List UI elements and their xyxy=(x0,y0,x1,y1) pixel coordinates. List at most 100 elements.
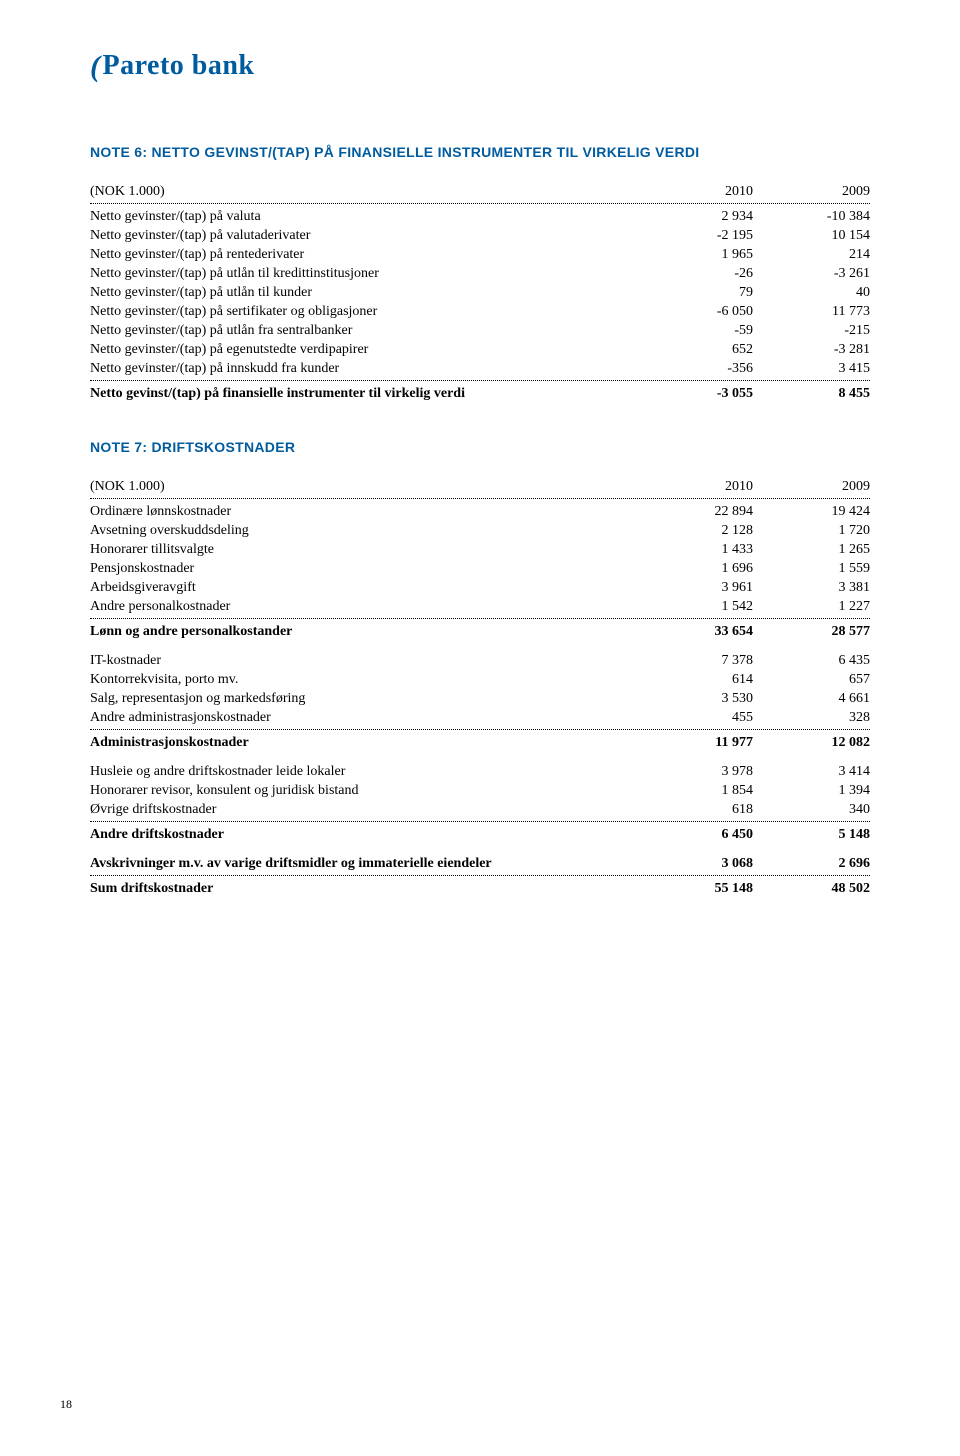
row-value-1: 3 978 xyxy=(636,762,753,781)
row-value-1: 2 934 xyxy=(636,207,753,226)
row-value-1: -26 xyxy=(636,264,753,283)
table-row: Arbeidsgiveravgift3 9613 381 xyxy=(90,578,870,597)
note6-table: (NOK 1.000) 2010 2009 Netto gevinster/(t… xyxy=(90,182,870,403)
table-row: Netto gevinster/(tap) på rentederivater1… xyxy=(90,245,870,264)
row-value-2: 3 415 xyxy=(753,359,870,378)
row-value-1: 3 961 xyxy=(636,578,753,597)
row-label: Andre administrasjonskostnader xyxy=(90,708,636,727)
row-label: Netto gevinster/(tap) på valuta xyxy=(90,207,636,226)
sub-label: Lønn og andre personalkostander xyxy=(90,622,636,641)
row-value-2: 1 720 xyxy=(753,521,870,540)
row-value-1: -6 050 xyxy=(636,302,753,321)
table-row: Kontorrekvisita, porto mv.614657 xyxy=(90,670,870,689)
row-value-2: 3 381 xyxy=(753,578,870,597)
note6-title: NOTE 6: NETTO GEVINST/(TAP) PÅ FINANSIEL… xyxy=(90,144,870,160)
table-row: Andre administrasjonskostnader455328 xyxy=(90,708,870,727)
row-label: Kontorrekvisita, porto mv. xyxy=(90,670,636,689)
row-label: Avsetning overskuddsdeling xyxy=(90,521,636,540)
total-v2: 48 502 xyxy=(753,879,870,898)
table-row: Husleie og andre driftskostnader leide l… xyxy=(90,762,870,781)
row-value-1: 3 530 xyxy=(636,689,753,708)
note7-table: (NOK 1.000) 2010 2009 Ordinære lønnskost… xyxy=(90,477,870,898)
table-row: Andre personalkostnader1 5421 227 xyxy=(90,597,870,616)
table-row: Netto gevinster/(tap) på sertifikater og… xyxy=(90,302,870,321)
row-label: Arbeidsgiveravgift xyxy=(90,578,636,597)
row-label: Honorarer tillitsvalgte xyxy=(90,540,636,559)
table-row: Netto gevinster/(tap) på utlån fra sentr… xyxy=(90,321,870,340)
row-value-1: 7 378 xyxy=(636,651,753,670)
row-value-2: -3 261 xyxy=(753,264,870,283)
table-row: Netto gevinster/(tap) på utlån til kredi… xyxy=(90,264,870,283)
row-value-2: 40 xyxy=(753,283,870,302)
row-value-1: 79 xyxy=(636,283,753,302)
table-row: Netto gevinster/(tap) på utlån til kunde… xyxy=(90,283,870,302)
table-row: Øvrige driftskostnader618340 xyxy=(90,800,870,819)
dep-v1: 3 068 xyxy=(636,854,753,873)
header-year2: 2009 xyxy=(753,477,870,496)
row-label: Honorarer revisor, konsulent og juridisk… xyxy=(90,781,636,800)
row-value-2: 214 xyxy=(753,245,870,264)
table-row: Avsetning overskuddsdeling2 1281 720 xyxy=(90,521,870,540)
row-value-2: 328 xyxy=(753,708,870,727)
logo: (Pareto bank xyxy=(90,50,870,84)
subtotal-row: Andre driftskostnader 6 450 5 148 xyxy=(90,825,870,844)
row-value-1: 1 696 xyxy=(636,559,753,578)
note7-total-row: Sum driftskostnader 55 148 48 502 xyxy=(90,879,870,898)
row-label: Netto gevinster/(tap) på utlån til kunde… xyxy=(90,283,636,302)
row-value-1: 1 854 xyxy=(636,781,753,800)
table-row: Netto gevinster/(tap) på valuta2 934-10 … xyxy=(90,207,870,226)
row-value-2: 340 xyxy=(753,800,870,819)
row-label: Andre personalkostnader xyxy=(90,597,636,616)
row-label: Husleie og andre driftskostnader leide l… xyxy=(90,762,636,781)
row-value-1: -2 195 xyxy=(636,226,753,245)
sub-label: Andre driftskostnader xyxy=(90,825,636,844)
row-label: Netto gevinster/(tap) på rentederivater xyxy=(90,245,636,264)
header-label: (NOK 1.000) xyxy=(90,182,636,201)
total-v2: 8 455 xyxy=(753,384,870,403)
row-value-2: 19 424 xyxy=(753,502,870,521)
row-label: Netto gevinster/(tap) på sertifikater og… xyxy=(90,302,636,321)
dep-label: Avskrivninger m.v. av varige driftsmidle… xyxy=(90,854,636,873)
table-row: Pensjonskostnader1 6961 559 xyxy=(90,559,870,578)
row-label: Netto gevinster/(tap) på innskudd fra ku… xyxy=(90,359,636,378)
row-label: Netto gevinster/(tap) på utlån fra sentr… xyxy=(90,321,636,340)
header-year1: 2010 xyxy=(636,477,753,496)
row-value-1: 455 xyxy=(636,708,753,727)
subtotal-row: Lønn og andre personalkostander 33 654 2… xyxy=(90,622,870,641)
row-label: Netto gevinster/(tap) på valutaderivater xyxy=(90,226,636,245)
depreciation-row: Avskrivninger m.v. av varige driftsmidle… xyxy=(90,854,870,873)
note6-total-row: Netto gevinst/(tap) på finansielle instr… xyxy=(90,384,870,403)
row-value-1: 1 542 xyxy=(636,597,753,616)
row-value-2: -3 281 xyxy=(753,340,870,359)
sub-v2: 12 082 xyxy=(753,733,870,752)
row-value-1: 22 894 xyxy=(636,502,753,521)
row-value-1: 1 433 xyxy=(636,540,753,559)
row-label: Netto gevinster/(tap) på utlån til kredi… xyxy=(90,264,636,283)
row-value-2: 3 414 xyxy=(753,762,870,781)
row-label: IT-kostnader xyxy=(90,651,636,670)
sub-v1: 6 450 xyxy=(636,825,753,844)
header-label: (NOK 1.000) xyxy=(90,477,636,496)
row-value-2: 1 394 xyxy=(753,781,870,800)
table-row: Netto gevinster/(tap) på egenutstedte ve… xyxy=(90,340,870,359)
row-value-2: 1 559 xyxy=(753,559,870,578)
table-row: Salg, representasjon og markedsføring3 5… xyxy=(90,689,870,708)
total-label: Sum driftskostnader xyxy=(90,879,636,898)
table-row: Honorarer revisor, konsulent og juridisk… xyxy=(90,781,870,800)
row-label: Ordinære lønnskostnader xyxy=(90,502,636,521)
row-value-2: 11 773 xyxy=(753,302,870,321)
row-value-1: 1 965 xyxy=(636,245,753,264)
row-value-2: 1 265 xyxy=(753,540,870,559)
table-row: Netto gevinster/(tap) på valutaderivater… xyxy=(90,226,870,245)
sub-v1: 33 654 xyxy=(636,622,753,641)
row-label: Salg, representasjon og markedsføring xyxy=(90,689,636,708)
note7-title: NOTE 7: DRIFTSKOSTNADER xyxy=(90,439,870,455)
subtotal-row: Administrasjonskostnader 11 977 12 082 xyxy=(90,733,870,752)
table-row: IT-kostnader7 3786 435 xyxy=(90,651,870,670)
dep-v2: 2 696 xyxy=(753,854,870,873)
page-number: 18 xyxy=(60,1397,72,1412)
sub-label: Administrasjonskostnader xyxy=(90,733,636,752)
row-label: Øvrige driftskostnader xyxy=(90,800,636,819)
row-value-2: 10 154 xyxy=(753,226,870,245)
sub-v2: 5 148 xyxy=(753,825,870,844)
